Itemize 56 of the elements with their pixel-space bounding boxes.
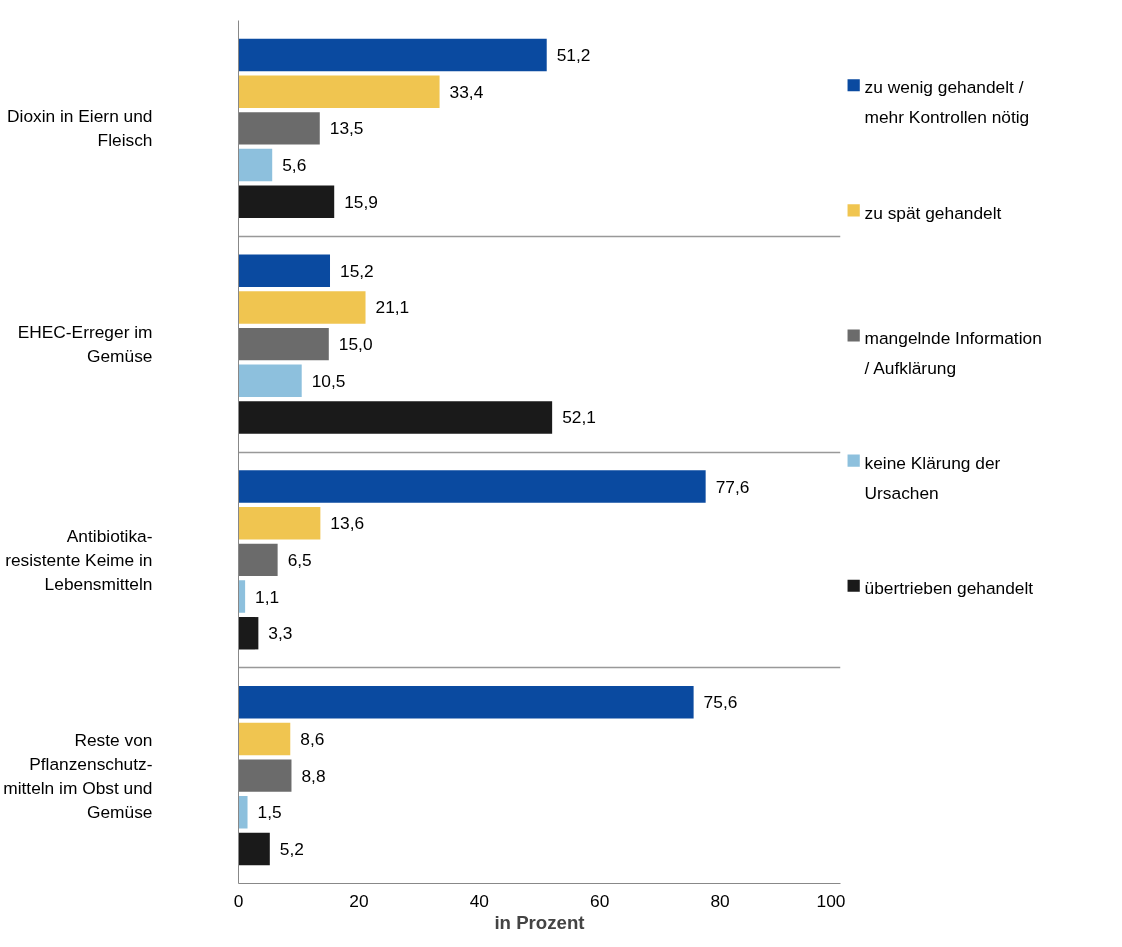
data-label: 15,9	[344, 191, 378, 212]
bar	[238, 543, 278, 577]
x-tick-label: 60	[590, 890, 610, 911]
data-label: 8,8	[301, 765, 326, 786]
data-label: 6,5	[287, 549, 312, 570]
data-label: 3,3	[268, 623, 293, 644]
data-label: 15,0	[338, 334, 373, 355]
data-label: 5,6	[282, 155, 307, 176]
x-tick-label: 40	[469, 890, 489, 911]
bar	[238, 75, 440, 108]
data-label: 5,2	[279, 838, 304, 859]
bar	[238, 327, 329, 361]
bar	[238, 185, 335, 218]
y-tick-label: Reste von Pflanzenschutz-mitteln im Obst und Gemüse	[3, 729, 153, 822]
bar	[238, 364, 302, 397]
data-label: 21,1	[375, 297, 410, 318]
bar	[238, 291, 366, 324]
bar	[238, 686, 694, 719]
bar	[238, 722, 291, 756]
data-label: 13,6	[330, 513, 365, 534]
bar	[238, 401, 553, 434]
legend-label: mangelnde Information / Aufklärung	[864, 327, 1042, 378]
bar	[238, 617, 259, 650]
bar	[238, 507, 321, 540]
x-axis-title: in Prozent	[494, 911, 585, 933]
x-tick-label: 80	[710, 890, 730, 911]
bar	[238, 580, 246, 613]
data-label: 52,1	[562, 407, 596, 428]
data-label: 51,2	[556, 45, 591, 66]
data-label: 15,2	[340, 260, 374, 281]
legend-label: zu wenig gehandelt / mehr Kontrollen nötig	[864, 77, 1030, 128]
bar	[238, 759, 292, 792]
bar	[238, 254, 330, 287]
y-tick-label: Dioxin in Eiern und Fleisch	[7, 106, 153, 151]
data-label: 1,5	[257, 802, 282, 823]
bar	[238, 832, 270, 866]
y-tick-label: EHEC-Erreger im Gemüse	[17, 322, 153, 367]
legend-label: zu spät gehandelt	[864, 202, 1002, 223]
x-tick-label: 0	[233, 890, 244, 911]
x-tick-label: 100	[816, 890, 846, 911]
y-tick-label: Antibiotika-resistente Keime in Lebensmitteln	[5, 525, 153, 594]
bar	[238, 796, 248, 829]
data-label: 10,5	[311, 370, 346, 391]
bar	[238, 148, 273, 182]
bar	[238, 470, 706, 503]
legend-label: übertrieben gehandelt	[864, 578, 1034, 598]
data-label: 75,6	[703, 692, 738, 713]
data-label: 33,4	[449, 81, 484, 102]
legend-label: keine Klärung der Ursachen	[864, 452, 1001, 503]
data-label: 13,5	[329, 118, 364, 139]
data-label: 77,6	[715, 476, 750, 497]
data-label: 8,6	[300, 728, 325, 749]
data-label: 1,1	[255, 586, 280, 607]
bar	[238, 112, 320, 145]
x-tick-label: 20	[349, 890, 369, 911]
bar	[238, 38, 547, 72]
